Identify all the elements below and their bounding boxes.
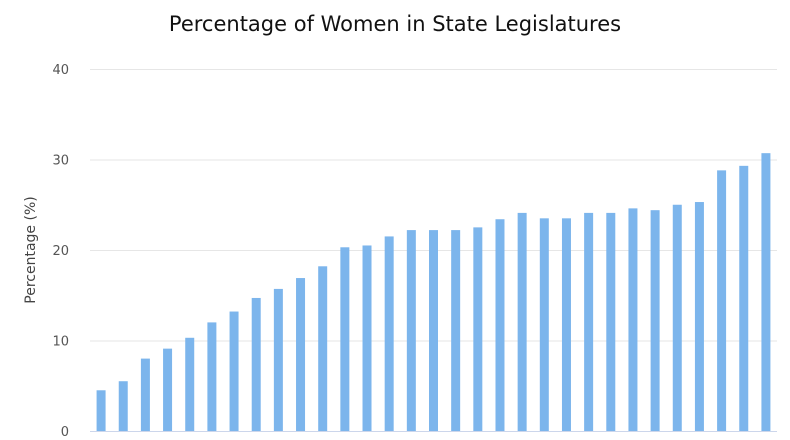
bar[interactable]: [628, 208, 638, 431]
bar[interactable]: [584, 212, 594, 431]
bar[interactable]: [606, 212, 616, 431]
bar[interactable]: [384, 236, 394, 431]
y-tick-label: 10: [52, 335, 69, 350]
chart-title: Percentage of Women in State Legislature…: [169, 12, 621, 36]
bar[interactable]: [429, 230, 438, 431]
y-tick-label: 40: [52, 63, 69, 78]
bar[interactable]: [207, 322, 217, 431]
bar[interactable]: [561, 218, 571, 431]
bar[interactable]: [672, 204, 682, 431]
bar[interactable]: [273, 288, 283, 431]
bar[interactable]: [539, 218, 549, 431]
bar[interactable]: [140, 358, 150, 431]
bar[interactable]: [340, 247, 350, 431]
bar[interactable]: [163, 348, 173, 431]
bar[interactable]: [495, 219, 505, 431]
bar[interactable]: [96, 390, 106, 431]
y-tick-label: 0: [61, 425, 69, 440]
bar[interactable]: [406, 230, 416, 431]
bar[interactable]: [229, 311, 239, 431]
y-tick-label: 30: [52, 154, 69, 169]
bar[interactable]: [251, 297, 261, 431]
y-axis-label: Percentage (%): [23, 196, 39, 303]
bar[interactable]: [517, 212, 527, 431]
bar[interactable]: [185, 337, 195, 431]
bar[interactable]: [451, 230, 461, 431]
bar[interactable]: [318, 266, 328, 431]
bar[interactable]: [362, 245, 372, 431]
bar[interactable]: [650, 210, 660, 431]
bar[interactable]: [739, 165, 749, 431]
bar[interactable]: [296, 278, 306, 431]
bar[interactable]: [694, 202, 704, 431]
bar[interactable]: [761, 153, 771, 432]
bar[interactable]: [118, 381, 128, 431]
bar[interactable]: [717, 170, 727, 432]
bar[interactable]: [473, 227, 483, 431]
y-tick-label: 20: [52, 244, 69, 259]
